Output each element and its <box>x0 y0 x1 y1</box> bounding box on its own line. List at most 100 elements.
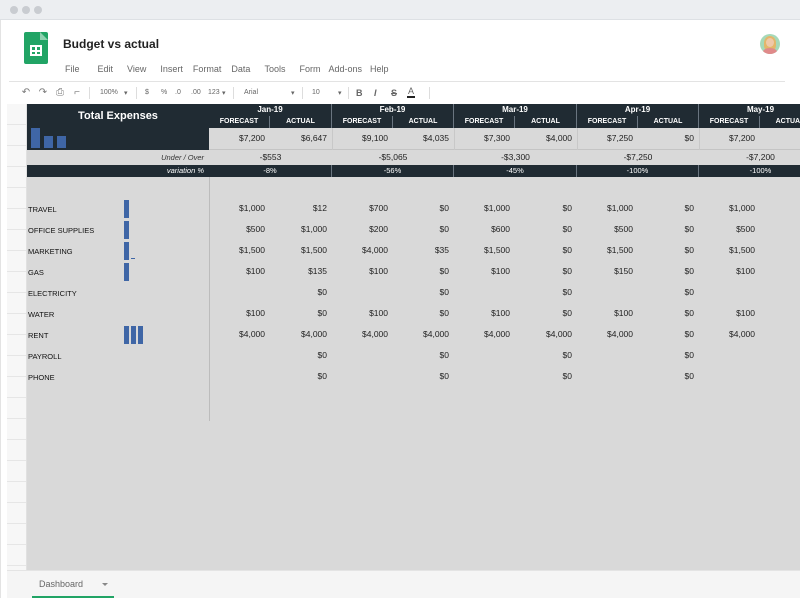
value-cell[interactable]: $0 <box>562 224 572 234</box>
zoom-select[interactable]: 100% <box>100 89 118 96</box>
value-cell[interactable]: $100 <box>369 308 388 318</box>
total-actual-feb[interactable]: $4,035 <box>423 133 449 143</box>
value-cell[interactable]: $0 <box>439 371 449 381</box>
total-actual-apr[interactable]: $0 <box>684 133 694 143</box>
menu-edit[interactable]: Edit <box>97 64 114 74</box>
value-cell[interactable]: $0 <box>317 308 327 318</box>
currency-button[interactable]: $ <box>145 89 149 96</box>
value-cell[interactable]: $200 <box>369 224 388 234</box>
percent-button[interactable]: % <box>161 89 168 96</box>
value-cell[interactable]: $4,000 <box>484 329 510 339</box>
value-cell[interactable]: $0 <box>562 203 572 213</box>
value-cell[interactable]: $100 <box>491 266 510 276</box>
value-cell[interactable]: $0 <box>317 371 327 381</box>
value-cell[interactable]: $0 <box>562 371 572 381</box>
total-forecast-mar[interactable]: $7,300 <box>484 133 510 143</box>
menu-addons[interactable]: Add-ons <box>328 64 362 74</box>
variation-may[interactable]: -100% <box>699 165 800 177</box>
value-cell[interactable]: $0 <box>684 266 694 276</box>
total-actual-jan[interactable]: $6,647 <box>301 133 327 143</box>
text-color-button[interactable]: A <box>407 86 416 98</box>
variation-jan[interactable]: -8% <box>209 165 332 177</box>
value-cell[interactable]: $500 <box>246 224 265 234</box>
menu-insert[interactable]: Insert <box>160 64 183 74</box>
value-cell[interactable]: $4,000 <box>301 329 327 339</box>
value-cell[interactable]: $100 <box>491 308 510 318</box>
under-over-may[interactable]: -$7,200 <box>746 152 775 162</box>
user-avatar[interactable] <box>760 34 780 54</box>
value-cell[interactable]: $500 <box>614 224 633 234</box>
menu-file[interactable]: File <box>65 64 80 74</box>
font-size-caret-icon[interactable]: ▾ <box>338 90 342 97</box>
document-title[interactable]: Budget vs actual <box>63 37 160 51</box>
value-cell[interactable]: $100 <box>736 266 755 276</box>
value-cell[interactable]: $0 <box>684 224 694 234</box>
total-forecast-apr[interactable]: $7,250 <box>607 133 633 143</box>
value-cell[interactable]: $1,000 <box>729 203 755 213</box>
sheet-tab-caret-icon[interactable] <box>102 583 108 586</box>
value-cell[interactable]: $1,500 <box>729 245 755 255</box>
more-formats-button[interactable]: 123 <box>208 89 220 96</box>
value-cell[interactable]: $1,500 <box>239 245 265 255</box>
variation-mar[interactable]: -45% <box>454 165 577 177</box>
value-cell[interactable]: $0 <box>684 203 694 213</box>
value-cell[interactable]: $1,000 <box>484 203 510 213</box>
total-forecast-jan[interactable]: $7,200 <box>239 133 265 143</box>
decrease-decimal-button[interactable]: .0 <box>175 89 181 96</box>
value-cell[interactable]: $0 <box>684 329 694 339</box>
under-over-apr[interactable]: -$7,250 <box>623 152 653 162</box>
print-icon[interactable]: ⎙ <box>56 87 64 98</box>
value-cell[interactable]: $0 <box>562 266 572 276</box>
redo-icon[interactable]: ↷ <box>38 87 48 98</box>
more-formats-caret-icon[interactable]: ▾ <box>222 90 226 97</box>
paint-format-icon[interactable]: ⌐ <box>74 87 80 98</box>
variation-apr[interactable]: -100% <box>577 165 699 177</box>
bold-button[interactable]: B <box>356 88 363 98</box>
sheets-logo-icon[interactable] <box>24 32 48 64</box>
value-cell[interactable]: $0 <box>562 287 572 297</box>
menu-help[interactable]: Help <box>369 64 389 74</box>
value-cell[interactable]: $0 <box>317 287 327 297</box>
total-actual-mar[interactable]: $4,000 <box>546 133 572 143</box>
value-cell[interactable]: $500 <box>736 224 755 234</box>
value-cell[interactable]: $0 <box>439 287 449 297</box>
value-cell[interactable]: $4,000 <box>729 329 755 339</box>
value-cell[interactable]: $100 <box>246 308 265 318</box>
value-cell[interactable]: $4,000 <box>546 329 572 339</box>
value-cell[interactable]: $0 <box>562 308 572 318</box>
value-cell[interactable]: $100 <box>246 266 265 276</box>
font-size-select[interactable]: 10 <box>312 89 320 96</box>
total-forecast-may[interactable]: $7,200 <box>729 133 755 143</box>
value-cell[interactable]: $100 <box>369 266 388 276</box>
value-cell[interactable]: $0 <box>439 350 449 360</box>
value-cell[interactable]: $0 <box>439 308 449 318</box>
value-cell[interactable]: $0 <box>684 350 694 360</box>
value-cell[interactable]: $1,000 <box>239 203 265 213</box>
value-cell[interactable]: $4,000 <box>362 329 388 339</box>
font-select[interactable]: Arial <box>244 89 259 96</box>
value-cell[interactable]: $0 <box>684 308 694 318</box>
value-cell[interactable]: $4,000 <box>362 245 388 255</box>
value-cell[interactable]: $700 <box>369 203 388 213</box>
menu-form[interactable]: Form <box>299 64 321 74</box>
window-minimize-dot[interactable] <box>22 6 30 14</box>
value-cell[interactable]: $0 <box>684 287 694 297</box>
window-zoom-dot[interactable] <box>34 6 42 14</box>
window-close-dot[interactable] <box>10 6 18 14</box>
italic-button[interactable]: I <box>374 88 377 98</box>
zoom-caret-icon[interactable]: ▾ <box>124 90 128 97</box>
menu-view[interactable]: View <box>127 64 147 74</box>
undo-icon[interactable]: ↶ <box>21 87 31 98</box>
sheet-tab-dashboard[interactable]: Dashboard <box>32 571 114 598</box>
value-cell[interactable]: $100 <box>614 308 633 318</box>
value-cell[interactable]: $4,000 <box>607 329 633 339</box>
value-cell[interactable]: $0 <box>439 266 449 276</box>
value-cell[interactable]: $0 <box>562 350 572 360</box>
value-cell[interactable]: $0 <box>317 350 327 360</box>
value-cell[interactable]: $4,000 <box>423 329 449 339</box>
variation-feb[interactable]: -56% <box>332 165 454 177</box>
menu-tools[interactable]: Tools <box>264 64 286 74</box>
sheet-grid[interactable]: Total Expenses Jan-19 Feb-19 Mar-19 Apr-… <box>7 104 800 570</box>
value-cell[interactable]: $135 <box>308 266 327 276</box>
value-cell[interactable]: $0 <box>684 245 694 255</box>
